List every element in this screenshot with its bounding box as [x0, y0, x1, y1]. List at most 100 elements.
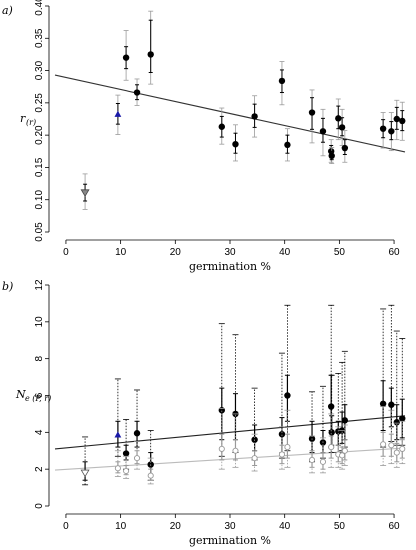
panel-a-y-tick-label: 0.35 [34, 28, 45, 48]
panel-b-x-tick-label: 10 [115, 521, 127, 532]
panel-a-data-point [399, 117, 406, 125]
panel-b-error-bar [284, 304, 291, 452]
panel-b-data-point-open [393, 449, 400, 456]
panel-a-x-tick-label: 0 [63, 247, 69, 258]
panel-a-x-axis-title: germination % [189, 260, 271, 273]
panel-b-x-tick-label: 30 [224, 521, 236, 532]
panel-b-error-bar [123, 419, 130, 470]
panel-b-data-point [122, 450, 130, 457]
panel-b-data-point [393, 419, 400, 426]
panel-a-y-tick-label: 0.05 [34, 222, 45, 242]
panel-b-data-point-open [388, 442, 395, 449]
panel-b-y-tick-label: 12 [34, 279, 45, 291]
panel-b-x-tick-label: 40 [279, 521, 291, 532]
panel-a: a) germination % r (r) 0.050.100.150.200… [2, 0, 406, 273]
panel-b-y-axis-symbol: N [15, 388, 26, 401]
panel-b-label: b) [2, 280, 13, 293]
panel-a-trend-line-1 [54, 74, 406, 153]
panel-a-x-tick-label: 40 [279, 247, 291, 258]
panel-a-data-point-triangle-up [114, 110, 122, 117]
panel-b-error-bar [309, 435, 316, 474]
panel-a-data-point [218, 123, 225, 130]
panel-b: b) germination % N e (P, r) 0 2 4 6 8 10 12 0 10… [2, 279, 406, 547]
panel-b-data-point-open [328, 444, 335, 451]
panel-b-data-point-open [133, 455, 141, 462]
panel-b-error-bar [319, 385, 326, 459]
panel-b-error-bar [328, 413, 335, 468]
panel-a-data-point-triangle-down [80, 189, 90, 197]
panel-b-data-point-open [341, 447, 348, 454]
panel-b-data-point-open [147, 472, 154, 479]
panel-b-data-point-triangle-down [80, 469, 90, 478]
panel-b-error-bar [147, 457, 154, 485]
panel-a-x-tick-label: 10 [115, 247, 127, 258]
panel-b-y-tick-label: 6 [34, 392, 45, 398]
panel-b-error-bar [284, 409, 291, 468]
panel-a-data-point [335, 115, 342, 122]
panel-a-x-tick-label: 30 [224, 247, 236, 258]
panel-b-y-tick-label: 2 [34, 466, 45, 472]
panel-a-y-tick-label: 0.40 [34, 0, 45, 16]
panel-b-data-point-open [251, 455, 258, 462]
panel-b-data-point-open [399, 445, 406, 452]
panel-a-data-point [341, 144, 349, 152]
panel-b-error-bar [114, 378, 121, 457]
panel-b-x-tick-label: 0 [63, 521, 69, 532]
panel-b-data-point-open [278, 451, 286, 458]
panel-a-x-tick-label: 20 [170, 247, 182, 258]
panel-b-error-bar [339, 361, 346, 452]
panel-b-x-axis-title: germination % [189, 534, 271, 547]
panel-a-y-axis-symbol: r [20, 112, 26, 125]
panel-b-data-point-open [319, 458, 327, 465]
panel-b-data-point-triangle-up [114, 431, 122, 438]
panel-b-data-point [284, 392, 291, 399]
panel-a-data-point [232, 140, 239, 148]
panel-a-data-point [388, 128, 395, 135]
panel-b-data-point [327, 403, 335, 410]
panel-a-y-tick-label: 0.15 [34, 157, 45, 177]
panel-a-data-point [393, 115, 400, 123]
panel-a-data-point [147, 51, 154, 58]
panel-b-error-bar [388, 409, 395, 465]
panel-a-y-axis-subscript: (r) [26, 118, 36, 127]
panel-a-data-point [284, 141, 291, 149]
panel-a-data-point [251, 113, 258, 120]
panel-b-data-point [399, 415, 406, 422]
panel-a-error-bar [309, 89, 315, 144]
panel-a-data-point [133, 89, 141, 96]
panel-b-y-axis-subscript: e (P, r) [25, 394, 51, 403]
panel-a-plot-area: 0.05 0.10 0.15 0.20 0.25 0.30 0.35 0.40 0 10 20 30 4… [34, 0, 406, 258]
panel-a-x-tick-label: 50 [334, 247, 346, 258]
panel-a-y-axis-title: r (r) [20, 112, 36, 127]
panel-b-plot-area: 0 2 4 6 8 10 12 0 10 20 30 40 50 60 [34, 279, 406, 532]
panel-b-trend-line-1 [54, 415, 406, 450]
panel-b-x-tick-label: 60 [389, 521, 401, 532]
panel-b-data-point-open [284, 444, 291, 451]
panel-b-x-tick-label: 20 [170, 521, 182, 532]
panel-b-data-point [341, 417, 349, 424]
panel-b-data-point [388, 401, 395, 408]
panel-b-error-bar [82, 436, 89, 486]
panel-b-trend-line-2 [54, 447, 406, 471]
panel-a-y-tick-label: 0.30 [34, 60, 45, 80]
panel-b-error-bar [278, 352, 285, 459]
panel-a-y-tick-label: 0.25 [34, 93, 45, 113]
panel-b-y-tick-label: 0 [34, 503, 45, 509]
panel-a-data-point [319, 128, 327, 135]
panel-a-error-bar [82, 173, 88, 210]
panel-b-x-tick-label: 50 [334, 521, 346, 532]
panel-a-label: a) [2, 4, 13, 17]
panel-b-data-point [328, 429, 335, 436]
panel-b-data-point-open [123, 467, 130, 475]
panel-a-data-point [338, 124, 346, 131]
panel-a-error-bar [148, 10, 154, 85]
panel-b-error-bar [218, 407, 225, 470]
panel-b-y-tick-label: 10 [34, 316, 45, 328]
panel-b-error-bar [114, 450, 121, 477]
panel-b-y-tick-label: 4 [34, 429, 45, 435]
panel-b-error-bar [232, 334, 239, 453]
panel-a-y-tick-label: 0.20 [34, 125, 45, 145]
panel-a-data-point [328, 152, 335, 160]
panel-b-data-point [133, 430, 141, 437]
